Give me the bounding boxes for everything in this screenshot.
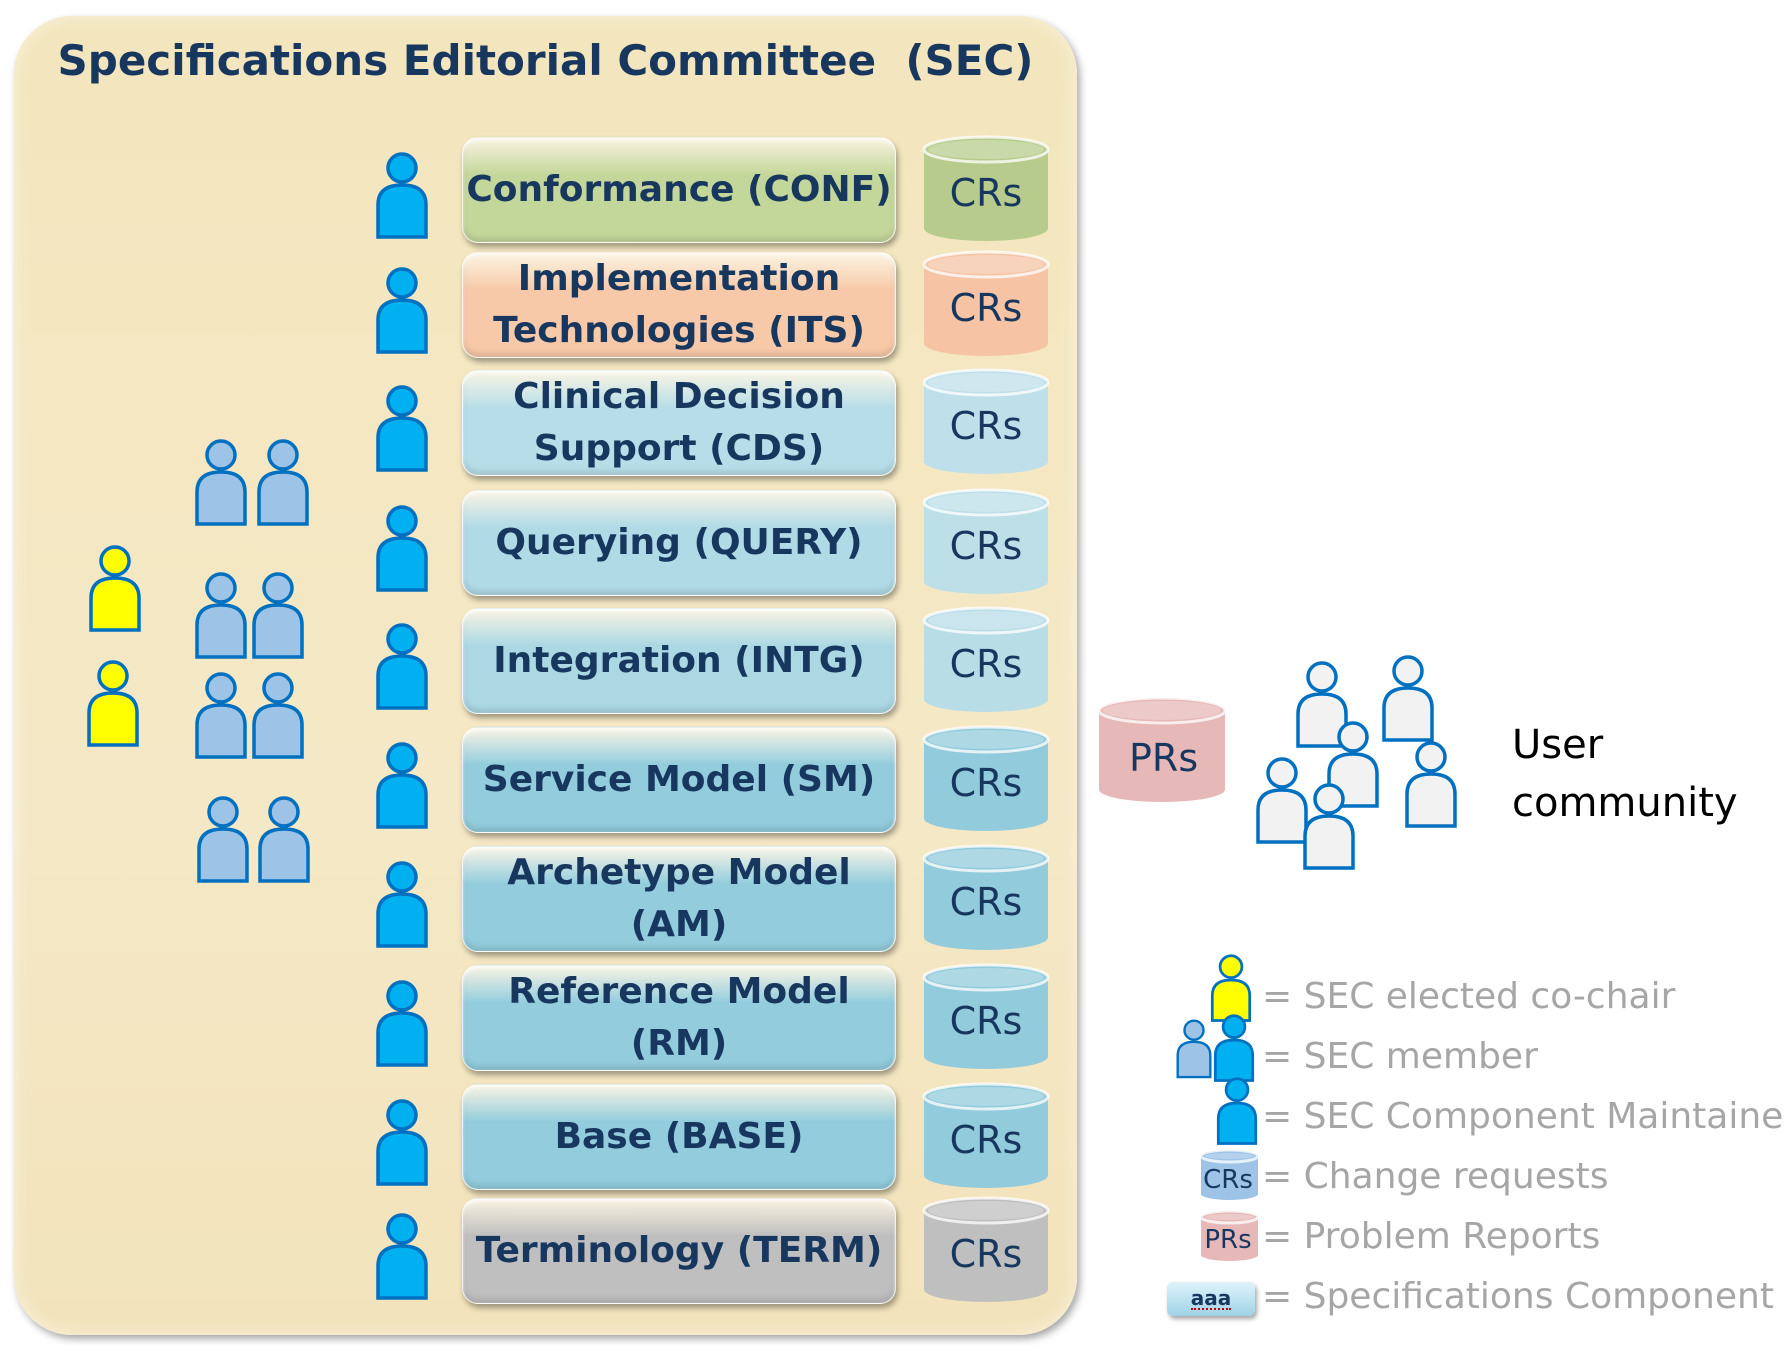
maintainer-icon bbox=[376, 742, 428, 829]
legend-cochair-icon bbox=[1210, 954, 1252, 1022]
cr-label: CRs bbox=[949, 524, 1023, 568]
component-label: Conformance (CONF) bbox=[466, 168, 892, 210]
cr-label: CRs bbox=[949, 286, 1023, 330]
user-icon bbox=[1303, 783, 1355, 870]
legend-problem-reports-text: = Problem Reports bbox=[1262, 1216, 1601, 1257]
member-icon bbox=[195, 672, 247, 759]
legend-member-text: = SEC member bbox=[1262, 1036, 1538, 1077]
maintainer-icon bbox=[376, 152, 428, 239]
component-label: Clinical Decision Support (CDS) bbox=[513, 375, 845, 469]
cochair-icon bbox=[89, 545, 141, 632]
legend-spec-component-icon: aaa bbox=[1167, 1282, 1255, 1316]
member-icon bbox=[257, 439, 309, 526]
cr-cylinder bbox=[922, 488, 1050, 594]
member-icon bbox=[197, 796, 249, 883]
component-box: Querying (QUERY) bbox=[462, 490, 896, 596]
legend-change-requests-text: = Change requests bbox=[1262, 1156, 1609, 1197]
user-community-label: User community bbox=[1512, 722, 1738, 826]
maintainer-icon bbox=[376, 385, 428, 472]
maintainer-icon bbox=[376, 1213, 428, 1300]
component-label: Base (BASE) bbox=[554, 1115, 804, 1157]
cr-label: CRs bbox=[949, 642, 1023, 686]
component-box: Base (BASE) bbox=[462, 1084, 896, 1190]
legend-prs-icon-label: PRs bbox=[1204, 1225, 1252, 1255]
legend-maintainer-icon bbox=[1216, 1077, 1258, 1145]
component-label: Archetype Model (AM) bbox=[507, 851, 851, 945]
member-icon bbox=[252, 672, 304, 759]
cr-cylinder bbox=[922, 606, 1050, 712]
diagram-title: Specifications Editorial Committee (SEC) bbox=[57, 36, 1034, 85]
cr-label: CRs bbox=[949, 999, 1023, 1043]
component-box: Implementation Technologies (ITS) bbox=[462, 252, 896, 358]
member-icon bbox=[258, 796, 310, 883]
component-label: Implementation Technologies (ITS) bbox=[493, 257, 865, 351]
user-icon bbox=[1327, 721, 1379, 808]
cr-cylinder bbox=[922, 963, 1050, 1069]
component-label: Service Model (SM) bbox=[482, 758, 876, 800]
cr-cylinder bbox=[922, 250, 1050, 356]
cr-label: CRs bbox=[949, 404, 1023, 448]
legend-prs-icon bbox=[1199, 1209, 1260, 1261]
legend-crs-icon bbox=[1199, 1148, 1260, 1200]
component-label: Querying (QUERY) bbox=[495, 521, 863, 563]
maintainer-icon bbox=[376, 980, 428, 1067]
cr-cylinder bbox=[922, 1196, 1050, 1302]
component-box: Archetype Model (AM) bbox=[462, 846, 896, 952]
maintainer-icon bbox=[376, 1099, 428, 1186]
maintainer-icon bbox=[376, 267, 428, 354]
cr-cylinder bbox=[922, 1082, 1050, 1188]
cochair-icon bbox=[87, 660, 139, 747]
cr-label: CRs bbox=[949, 880, 1023, 924]
maintainer-icon bbox=[376, 505, 428, 592]
component-box: Integration (INTG) bbox=[462, 608, 896, 714]
component-box: Conformance (CONF) bbox=[462, 137, 896, 243]
legend-spec-icon-label: aaa bbox=[1190, 1286, 1232, 1310]
component-box: Service Model (SM) bbox=[462, 727, 896, 833]
cr-cylinder bbox=[922, 844, 1050, 950]
cr-label: CRs bbox=[949, 171, 1023, 215]
component-label: Terminology (TERM) bbox=[475, 1229, 883, 1271]
cr-cylinder bbox=[922, 368, 1050, 474]
component-label: Integration (INTG) bbox=[493, 639, 865, 681]
cr-label: CRs bbox=[949, 1232, 1023, 1276]
maintainer-icon bbox=[376, 861, 428, 948]
component-box: Clinical Decision Support (CDS) bbox=[462, 370, 896, 476]
legend-member-small-icon bbox=[1176, 1019, 1212, 1079]
cr-label: CRs bbox=[949, 761, 1023, 805]
cr-label: CRs bbox=[949, 1118, 1023, 1162]
prs-cylinder bbox=[1097, 696, 1227, 802]
component-label: Reference Model (RM) bbox=[508, 970, 850, 1064]
legend-maintainer-text: = SEC Component Maintainer bbox=[1262, 1096, 1786, 1137]
prs-label: PRs bbox=[1129, 736, 1199, 780]
cr-cylinder bbox=[922, 725, 1050, 831]
legend-member-icon bbox=[1213, 1014, 1255, 1082]
maintainer-icon bbox=[376, 623, 428, 710]
legend-cochair-text: = SEC elected co-chair bbox=[1262, 976, 1676, 1017]
user-icon bbox=[1296, 661, 1348, 748]
legend-spec-component-text: = Specifications Component bbox=[1262, 1276, 1774, 1317]
member-icon bbox=[252, 572, 304, 659]
member-icon bbox=[195, 572, 247, 659]
user-icon bbox=[1405, 741, 1457, 828]
legend-crs-icon-label: CRs bbox=[1203, 1165, 1253, 1195]
member-icon bbox=[195, 439, 247, 526]
component-box: Reference Model (RM) bbox=[462, 965, 896, 1071]
user-icon bbox=[1256, 757, 1308, 844]
user-icon bbox=[1382, 655, 1434, 742]
component-box: Terminology (TERM) bbox=[462, 1198, 896, 1304]
cr-cylinder bbox=[922, 135, 1050, 241]
